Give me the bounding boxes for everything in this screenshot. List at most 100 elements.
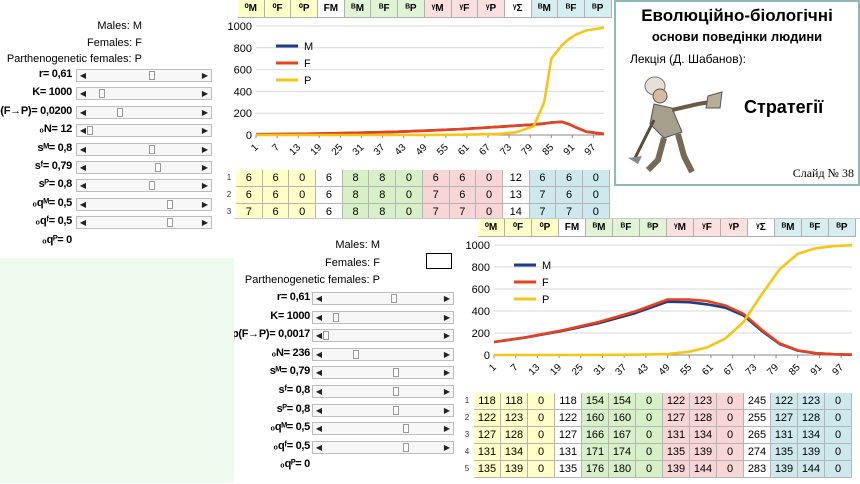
table-cell[interactable]: 0 — [636, 410, 663, 427]
column-header[interactable]: ᴮM — [344, 0, 372, 18]
scroll-left-arrow-icon[interactable]: ◀ — [315, 405, 323, 415]
scroll-left-arrow-icon[interactable]: ◀ — [315, 387, 323, 396]
column-header[interactable]: ᵞΣ — [504, 0, 532, 18]
scroll-left-arrow-icon[interactable]: ◀ — [315, 331, 323, 341]
selected-cell[interactable] — [426, 253, 452, 269]
table-cell[interactable]: 0 — [717, 427, 744, 444]
scroll-right-arrow-icon[interactable]: ▶ — [443, 424, 451, 434]
table-cell[interactable]: 176 — [582, 461, 609, 478]
column-header[interactable]: ᵞΣ — [748, 219, 775, 237]
table-cell[interactable]: 134 — [690, 427, 717, 444]
scroll-right-arrow-icon[interactable]: ▶ — [201, 126, 209, 136]
table-cell[interactable]: 6 — [316, 187, 343, 204]
table-cell[interactable]: 0 — [476, 170, 503, 187]
table-cell[interactable]: 123 — [501, 410, 528, 427]
scroll-left-arrow-icon[interactable]: ◀ — [79, 89, 87, 99]
scroll-right-arrow-icon[interactable]: ▶ — [443, 442, 451, 452]
table-cell[interactable]: 265 — [744, 427, 771, 444]
scroll-thumb[interactable] — [99, 89, 105, 99]
column-header[interactable]: ⁰M — [238, 0, 265, 18]
table-cell[interactable]: 167 — [609, 427, 636, 444]
column-header[interactable]: ⁰P — [532, 219, 559, 237]
table-cell[interactable]: 8 — [342, 187, 370, 204]
table-cell[interactable]: 171 — [582, 444, 609, 461]
table-cell[interactable]: 0 — [289, 187, 317, 204]
scroll-right-arrow-icon[interactable]: ▶ — [443, 294, 451, 303]
table-cell[interactable]: 0 — [825, 410, 852, 427]
table-cell[interactable]: 160 — [582, 410, 609, 427]
table-cell[interactable]: 0 — [528, 427, 555, 444]
param-scrollbar[interactable]: ◀ ▶ — [76, 124, 212, 138]
table-cell[interactable]: 7 — [422, 187, 450, 204]
scroll-left-arrow-icon[interactable]: ◀ — [315, 312, 323, 322]
table-cell[interactable]: 122 — [771, 393, 798, 410]
table-cell[interactable]: 6 — [529, 170, 557, 187]
table-cell[interactable]: 12 — [502, 170, 530, 187]
table-cell[interactable]: 6 — [262, 187, 290, 204]
column-header[interactable]: ⁰M — [478, 219, 505, 237]
table-cell[interactable]: 6 — [449, 187, 477, 204]
table-cell[interactable]: 0 — [289, 170, 317, 187]
param-scrollbar[interactable]: ◀ ▶ — [312, 347, 454, 361]
column-header[interactable]: ᵞP — [721, 219, 748, 237]
table-cell[interactable]: 128 — [798, 410, 825, 427]
scroll-left-arrow-icon[interactable]: ◀ — [315, 442, 323, 452]
table-cell[interactable]: 8 — [342, 170, 370, 187]
table-cell[interactable]: 0 — [717, 461, 744, 478]
table-cell[interactable]: 154 — [609, 393, 636, 410]
scroll-thumb[interactable] — [393, 387, 399, 396]
table-cell[interactable]: 0 — [636, 444, 663, 461]
table-cell[interactable]: 144 — [798, 461, 825, 478]
scroll-thumb[interactable] — [393, 368, 399, 378]
table-cell[interactable]: 255 — [744, 410, 771, 427]
table-cell[interactable]: 127 — [663, 410, 690, 427]
table-cell[interactable]: 135 — [555, 461, 582, 478]
param-scrollbar[interactable]: ◀ ▶ — [312, 310, 454, 324]
scroll-right-arrow-icon[interactable]: ▶ — [201, 181, 209, 191]
table-cell[interactable]: 0 — [528, 444, 555, 461]
table-cell[interactable]: 139 — [798, 444, 825, 461]
scroll-left-arrow-icon[interactable]: ◀ — [79, 107, 87, 117]
param-scrollbar[interactable]: ◀ ▶ — [312, 440, 454, 454]
table-cell[interactable]: 0 — [825, 461, 852, 478]
scroll-right-arrow-icon[interactable]: ▶ — [443, 331, 451, 341]
table-cell[interactable]: 0 — [396, 187, 423, 204]
scroll-right-arrow-icon[interactable]: ▶ — [201, 218, 209, 228]
table-cell[interactable]: 0 — [582, 170, 610, 187]
column-header[interactable]: FM — [559, 219, 586, 237]
table-cell[interactable]: 6 — [236, 170, 263, 187]
param-scrollbar[interactable]: ◀ ▶ — [312, 422, 454, 436]
scroll-right-arrow-icon[interactable]: ▶ — [201, 144, 209, 154]
table-cell[interactable]: 131 — [771, 427, 798, 444]
scroll-right-arrow-icon[interactable]: ▶ — [201, 107, 209, 117]
param-scrollbar[interactable]: ◀ ▶ — [76, 87, 212, 101]
table-cell[interactable]: 6 — [556, 187, 583, 204]
table-cell[interactable]: 0 — [636, 393, 663, 410]
table-cell[interactable]: 0 — [717, 410, 744, 427]
scroll-thumb[interactable] — [353, 349, 359, 359]
scroll-right-arrow-icon[interactable]: ▶ — [443, 387, 451, 396]
param-scrollbar[interactable]: ◀ ▶ — [76, 142, 212, 156]
table-cell[interactable]: 122 — [555, 410, 582, 427]
table-cell[interactable]: 0 — [825, 393, 852, 410]
table-cell[interactable]: 127 — [771, 410, 798, 427]
column-header[interactable]: ᴮM — [586, 219, 613, 237]
table-cell[interactable]: 166 — [582, 427, 609, 444]
scroll-thumb[interactable] — [167, 199, 173, 209]
scroll-left-arrow-icon[interactable]: ◀ — [79, 71, 87, 80]
table-cell[interactable]: 0 — [825, 444, 852, 461]
scroll-right-arrow-icon[interactable]: ▶ — [201, 199, 209, 209]
table-cell[interactable]: 154 — [582, 393, 609, 410]
column-header[interactable]: ᴮP — [640, 219, 667, 237]
param-scrollbar[interactable]: ◀ ▶ — [76, 179, 212, 193]
table-cell[interactable]: 0 — [476, 187, 503, 204]
scroll-left-arrow-icon[interactable]: ◀ — [79, 144, 87, 154]
table-cell[interactable]: 0 — [528, 410, 555, 427]
scroll-left-arrow-icon[interactable]: ◀ — [315, 368, 323, 378]
scroll-thumb[interactable] — [167, 218, 173, 228]
table-cell[interactable]: 0 — [825, 427, 852, 444]
column-header[interactable]: ᴮF — [558, 0, 585, 18]
table-cell[interactable]: 139 — [501, 461, 528, 478]
column-header[interactable]: ᴮF — [371, 0, 399, 18]
column-header[interactable]: ᵞM — [667, 219, 694, 237]
